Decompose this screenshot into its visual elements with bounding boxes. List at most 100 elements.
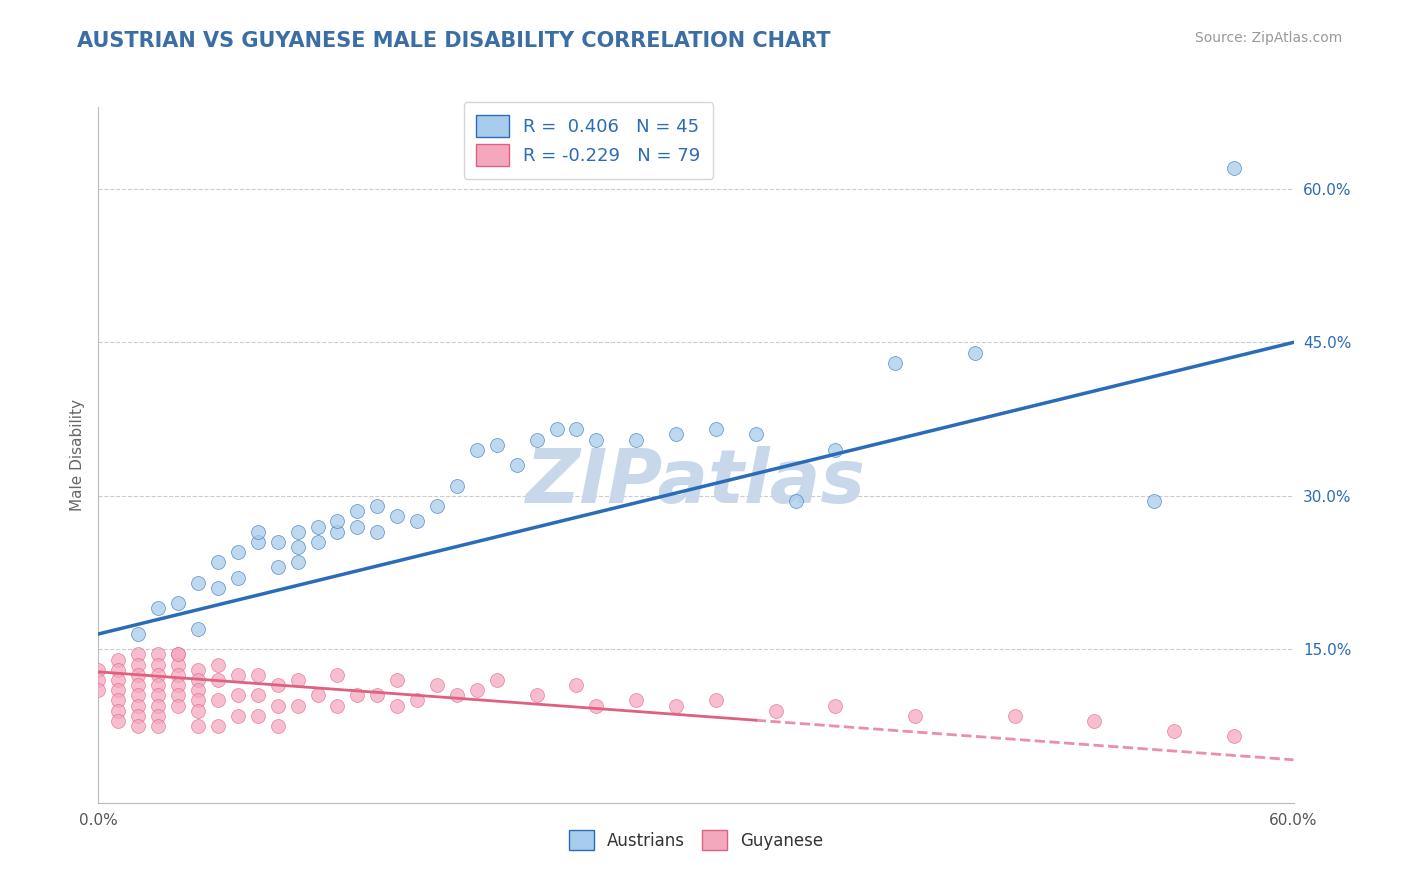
Point — [127, 668, 149, 682]
Point — [127, 708, 149, 723]
Legend: Austrians, Guyanese: Austrians, Guyanese — [562, 823, 830, 857]
Point — [665, 427, 688, 442]
Point — [107, 704, 129, 718]
Point — [1223, 161, 1246, 176]
Point — [187, 622, 209, 636]
Point — [326, 698, 349, 713]
Point — [187, 719, 209, 733]
Point — [267, 560, 290, 574]
Point — [366, 689, 388, 703]
Point — [187, 663, 209, 677]
Point — [546, 422, 568, 436]
Point — [446, 689, 468, 703]
Point — [287, 540, 309, 554]
Point — [167, 648, 190, 662]
Point — [148, 708, 170, 723]
Point — [385, 698, 409, 713]
Point — [565, 422, 588, 436]
Point — [346, 519, 368, 533]
Point — [406, 515, 429, 529]
Point — [1143, 494, 1166, 508]
Point — [246, 689, 269, 703]
Point — [107, 663, 129, 677]
Point — [207, 693, 229, 707]
Point — [187, 693, 209, 707]
Point — [565, 678, 588, 692]
Point — [187, 683, 209, 698]
Point — [127, 657, 149, 672]
Point — [1163, 724, 1185, 739]
Point — [366, 499, 388, 513]
Point — [366, 524, 388, 539]
Point — [148, 668, 170, 682]
Point — [226, 668, 249, 682]
Point — [127, 627, 149, 641]
Point — [287, 673, 309, 687]
Point — [167, 678, 190, 692]
Point — [246, 668, 269, 682]
Point — [307, 534, 329, 549]
Point — [187, 704, 209, 718]
Point — [824, 442, 846, 457]
Point — [246, 708, 269, 723]
Point — [585, 433, 607, 447]
Point — [585, 698, 607, 713]
Point — [465, 683, 488, 698]
Point — [346, 504, 368, 518]
Point — [148, 657, 170, 672]
Point — [506, 458, 529, 472]
Point — [226, 571, 249, 585]
Point — [148, 689, 170, 703]
Point — [785, 494, 807, 508]
Point — [226, 689, 249, 703]
Point — [167, 657, 190, 672]
Point — [526, 689, 548, 703]
Point — [167, 668, 190, 682]
Point — [148, 719, 170, 733]
Point — [1083, 714, 1105, 728]
Point — [127, 648, 149, 662]
Point — [167, 596, 190, 610]
Point — [485, 673, 508, 687]
Point — [287, 524, 309, 539]
Point — [226, 708, 249, 723]
Point — [87, 673, 110, 687]
Point — [267, 678, 290, 692]
Point — [167, 648, 190, 662]
Point — [187, 575, 209, 590]
Point — [246, 524, 269, 539]
Point — [526, 433, 548, 447]
Point — [127, 719, 149, 733]
Point — [824, 698, 846, 713]
Text: ZIPatlas: ZIPatlas — [526, 446, 866, 519]
Point — [107, 714, 129, 728]
Point — [187, 673, 209, 687]
Point — [287, 555, 309, 569]
Point — [167, 689, 190, 703]
Point — [127, 689, 149, 703]
Point — [167, 698, 190, 713]
Point — [148, 601, 170, 615]
Point — [665, 698, 688, 713]
Point — [1223, 729, 1246, 743]
Point — [326, 668, 349, 682]
Point — [207, 581, 229, 595]
Point — [465, 442, 488, 457]
Point — [385, 673, 409, 687]
Point — [267, 698, 290, 713]
Point — [127, 678, 149, 692]
Point — [626, 693, 648, 707]
Point — [704, 693, 727, 707]
Point — [485, 438, 508, 452]
Point — [426, 499, 449, 513]
Point — [246, 534, 269, 549]
Point — [426, 678, 449, 692]
Point — [446, 478, 468, 492]
Point — [963, 345, 986, 359]
Point — [326, 524, 349, 539]
Point — [626, 433, 648, 447]
Point — [385, 509, 409, 524]
Point — [107, 683, 129, 698]
Text: Source: ZipAtlas.com: Source: ZipAtlas.com — [1195, 31, 1343, 45]
Point — [148, 648, 170, 662]
